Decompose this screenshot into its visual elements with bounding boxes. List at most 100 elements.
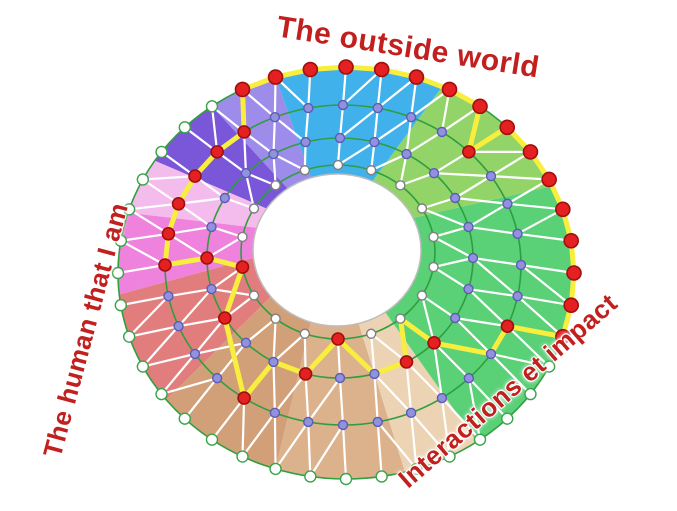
node [428, 231, 439, 243]
red-node [235, 260, 250, 274]
node [211, 372, 223, 384]
red-node [563, 232, 579, 249]
node [449, 192, 461, 204]
node [515, 259, 527, 271]
node [248, 203, 260, 214]
red-node [563, 297, 579, 314]
node [501, 412, 514, 425]
node [332, 159, 344, 171]
node [369, 136, 380, 148]
red-node [200, 251, 214, 265]
red-node [499, 119, 516, 136]
node [237, 231, 248, 243]
node [416, 203, 428, 214]
node [303, 102, 314, 114]
red-node [218, 311, 232, 325]
sector-pink [118, 212, 257, 295]
red-node [462, 145, 476, 159]
node [365, 328, 377, 339]
red-node [237, 391, 251, 405]
node [122, 330, 136, 343]
node [372, 416, 383, 428]
node [236, 450, 249, 463]
node [136, 360, 150, 373]
node [219, 192, 231, 204]
node [303, 416, 314, 428]
node [334, 372, 346, 384]
node [524, 387, 537, 401]
red-node [555, 201, 571, 218]
node [365, 165, 377, 176]
node [114, 299, 128, 312]
red-node [566, 265, 582, 281]
node [436, 126, 448, 138]
node [155, 145, 168, 159]
node [502, 198, 513, 209]
node [114, 234, 128, 247]
node [155, 387, 168, 401]
red-node [171, 196, 186, 211]
node [410, 462, 423, 476]
node [467, 252, 479, 264]
node [270, 313, 281, 324]
node [178, 412, 191, 425]
red-node [408, 69, 425, 85]
node [299, 165, 311, 176]
red-node [234, 81, 251, 98]
node [270, 180, 281, 191]
red-node [522, 144, 539, 160]
node [248, 290, 260, 301]
node [375, 470, 388, 483]
red-node [555, 328, 571, 345]
node [485, 170, 497, 182]
red-node [399, 355, 414, 369]
red-node [338, 59, 354, 75]
node [395, 180, 406, 191]
node [240, 167, 252, 179]
red-node [472, 98, 488, 115]
red-node [158, 258, 172, 272]
node [443, 450, 456, 463]
node [206, 221, 217, 233]
node [122, 203, 136, 216]
node [205, 100, 219, 113]
node [337, 419, 349, 431]
node [405, 407, 417, 419]
node [178, 121, 191, 134]
sector-green-bright [385, 185, 574, 442]
node [163, 291, 174, 302]
node [269, 111, 281, 123]
node [463, 221, 474, 233]
node [369, 368, 380, 380]
node [268, 356, 279, 368]
red-node [302, 61, 319, 78]
node [300, 136, 311, 148]
node [304, 470, 317, 483]
node [405, 111, 417, 123]
node [512, 291, 523, 302]
node [395, 313, 406, 324]
node [136, 173, 150, 186]
red-node [210, 145, 224, 159]
node [401, 148, 412, 160]
node [449, 312, 461, 324]
red-node [441, 81, 458, 98]
red-node [267, 69, 284, 85]
node [542, 360, 556, 373]
node [512, 228, 523, 239]
red-nodes [158, 59, 582, 405]
node [463, 372, 475, 384]
node [428, 261, 439, 273]
node [189, 348, 201, 360]
center-hole [252, 173, 422, 327]
node [485, 348, 497, 360]
red-node [427, 336, 441, 350]
red-node [298, 367, 313, 381]
node [111, 266, 125, 280]
node [428, 167, 440, 179]
red-node [237, 125, 251, 139]
node [463, 283, 474, 295]
node [173, 321, 184, 332]
node [240, 337, 252, 349]
node [299, 328, 311, 339]
